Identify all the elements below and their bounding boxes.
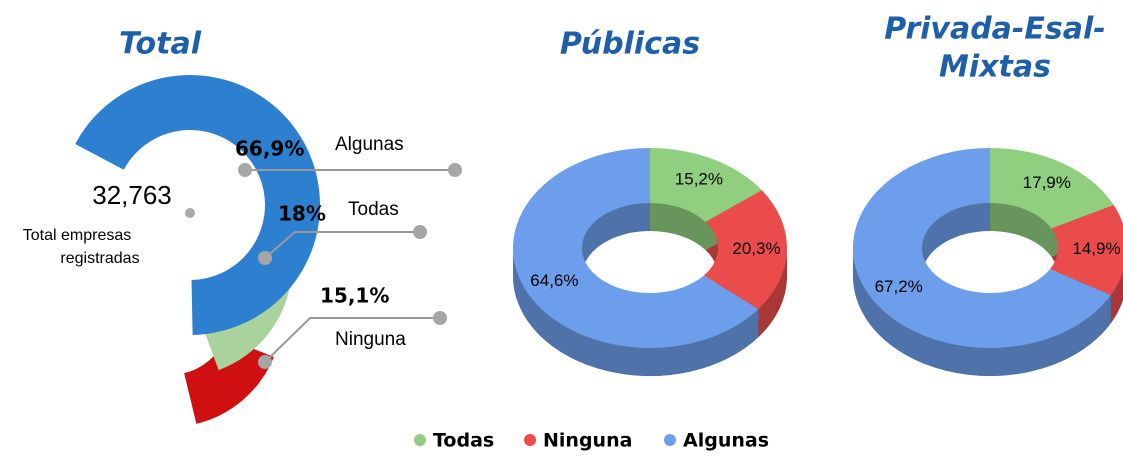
value-label: 15,2%: [675, 170, 723, 189]
slice: [1050, 204, 1123, 296]
chart-title: Total: [119, 27, 202, 62]
slice-wall: [853, 248, 1111, 376]
center-dot: [185, 208, 195, 218]
value-label: 66,9%: [235, 137, 304, 161]
leader-dot: [258, 251, 272, 265]
value-label: 67,2%: [875, 277, 923, 296]
legend-label: Todas: [433, 430, 494, 452]
ring-segment: [184, 337, 274, 424]
value-label: 15,1%: [320, 284, 389, 308]
center-label: registradas: [60, 250, 139, 267]
category-label: Todas: [348, 199, 399, 220]
leader-dot: [238, 163, 252, 177]
leader-dot: [258, 355, 272, 369]
leader-line: [264, 231, 420, 259]
chart-title: Privada-Esal-: [884, 12, 1105, 47]
value-label: 20,3%: [732, 239, 780, 258]
slice-wall: [513, 248, 759, 376]
value-label: 17,9%: [1023, 173, 1071, 192]
center-value: 32,763: [92, 180, 172, 210]
slice: [650, 148, 762, 222]
slice-wall: [758, 248, 787, 338]
legend-label: Algunas: [683, 430, 769, 452]
legend-marker: [524, 434, 536, 446]
legend-marker: [664, 434, 676, 446]
slice-wall: [1110, 271, 1123, 324]
value-label: 18%: [278, 202, 326, 226]
leader-dot: [413, 225, 427, 239]
leader-dot: [448, 163, 462, 177]
slice: [512, 148, 759, 348]
slice: [990, 148, 1114, 229]
chart-title: Públicas: [560, 27, 700, 62]
ring-segment: [75, 75, 320, 335]
category-label: Ninguna: [335, 329, 406, 350]
slice: [852, 148, 1111, 348]
category-label: Algunas: [335, 134, 404, 155]
chart-title: Mixtas: [939, 50, 1051, 85]
leader-dot: [433, 311, 447, 325]
leader-line: [264, 317, 440, 363]
slice: [703, 190, 787, 310]
center-label: Total empresas: [23, 227, 132, 244]
legend-label: Ninguna: [543, 430, 632, 452]
value-label: 14,9%: [1072, 239, 1120, 258]
value-label: 64,6%: [530, 271, 578, 290]
legend-marker: [414, 434, 426, 446]
